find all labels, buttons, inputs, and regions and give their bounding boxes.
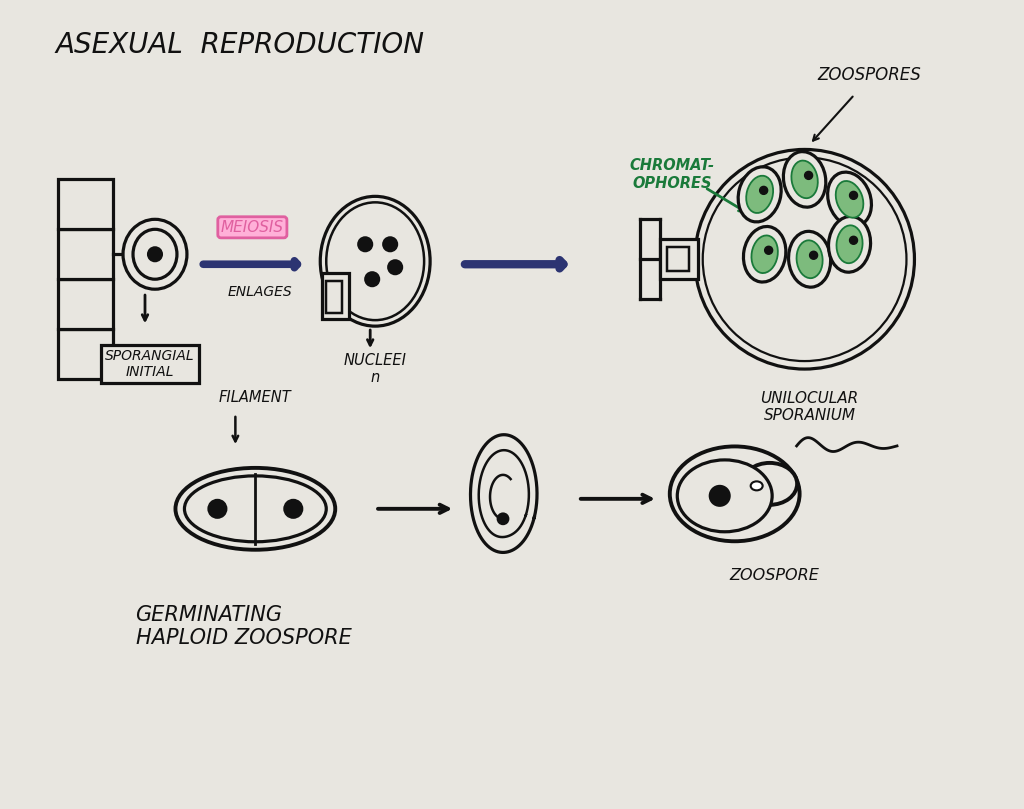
- Bar: [58, 229, 113, 279]
- Ellipse shape: [175, 468, 335, 550]
- Ellipse shape: [827, 172, 871, 227]
- Text: NUCLEEI
n: NUCLEEI n: [344, 353, 407, 385]
- Circle shape: [810, 252, 817, 259]
- Ellipse shape: [677, 460, 772, 532]
- Circle shape: [148, 248, 162, 261]
- Text: ENLAGES: ENLAGES: [228, 286, 293, 299]
- Text: UNILOCULAR
SPORANIUM: UNILOCULAR SPORANIUM: [761, 391, 859, 423]
- Ellipse shape: [184, 476, 327, 542]
- Bar: [667, 248, 689, 271]
- Bar: [327, 282, 342, 313]
- Ellipse shape: [797, 240, 822, 278]
- Text: SPORANGIAL
INITIAL: SPORANGIAL INITIAL: [105, 349, 195, 379]
- Text: MEIOSIS: MEIOSIS: [221, 220, 284, 235]
- Circle shape: [498, 514, 509, 524]
- Polygon shape: [470, 434, 537, 553]
- Ellipse shape: [670, 447, 800, 541]
- Ellipse shape: [123, 219, 187, 289]
- Ellipse shape: [783, 151, 825, 207]
- Ellipse shape: [752, 235, 778, 273]
- Ellipse shape: [742, 463, 797, 505]
- Circle shape: [285, 500, 302, 518]
- Circle shape: [850, 192, 857, 199]
- Text: ASEXUAL  REPRODUCTION: ASEXUAL REPRODUCTION: [55, 31, 425, 58]
- Circle shape: [760, 186, 768, 194]
- Ellipse shape: [828, 216, 870, 272]
- Circle shape: [366, 272, 379, 286]
- Circle shape: [383, 237, 397, 252]
- Text: GERMINATING
HAPLOID ZOOSPORE: GERMINATING HAPLOID ZOOSPORE: [135, 605, 351, 648]
- Circle shape: [694, 150, 914, 369]
- Bar: [58, 180, 113, 229]
- Circle shape: [388, 260, 402, 274]
- Ellipse shape: [327, 202, 424, 320]
- Circle shape: [710, 486, 730, 506]
- Circle shape: [358, 237, 372, 252]
- Text: CHROMAT-
OPHORES: CHROMAT- OPHORES: [629, 159, 715, 191]
- Ellipse shape: [792, 160, 818, 198]
- Bar: [58, 279, 113, 329]
- Ellipse shape: [746, 176, 773, 213]
- Circle shape: [765, 246, 773, 254]
- Text: FILAMENT: FILAMENT: [219, 389, 292, 404]
- Bar: [323, 273, 349, 319]
- Ellipse shape: [751, 481, 763, 490]
- Ellipse shape: [837, 226, 862, 263]
- Ellipse shape: [133, 229, 177, 279]
- Ellipse shape: [321, 197, 430, 326]
- Ellipse shape: [836, 181, 863, 218]
- Circle shape: [850, 236, 857, 244]
- Text: ZOOSPORE: ZOOSPORE: [730, 568, 819, 583]
- Bar: [58, 329, 113, 379]
- Ellipse shape: [738, 167, 781, 222]
- Ellipse shape: [743, 227, 785, 282]
- Ellipse shape: [788, 231, 830, 287]
- Circle shape: [805, 172, 813, 180]
- Circle shape: [702, 158, 906, 361]
- Text: ZOOSPORES: ZOOSPORES: [817, 66, 922, 83]
- Bar: [659, 239, 697, 279]
- Circle shape: [209, 500, 226, 518]
